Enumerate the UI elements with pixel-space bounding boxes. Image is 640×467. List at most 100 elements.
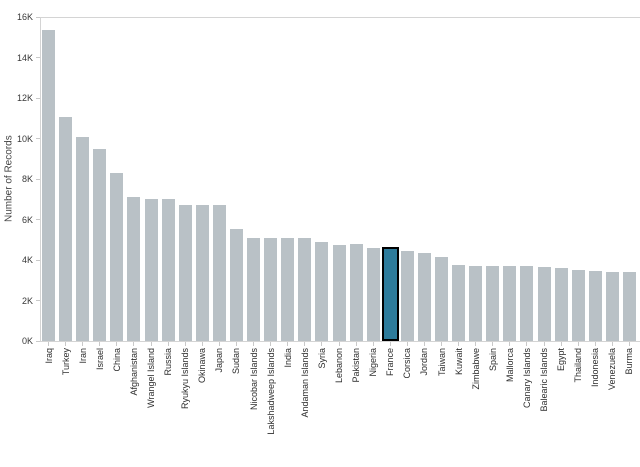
bar-okinawa[interactable] <box>195 205 209 341</box>
bar-canary-islands[interactable] <box>520 266 534 341</box>
bar-turkey[interactable] <box>59 117 73 341</box>
x-tick-mark-lakshadweep-islands <box>270 342 272 346</box>
x-tick-mark-balearic-islands <box>543 342 545 346</box>
x-tick-mark-burma <box>628 342 630 346</box>
x-tick-mark-spain <box>492 342 494 346</box>
x-axis-label-lebanon: Lebanon <box>334 348 344 384</box>
x-axis-label-nicobar-islands: Nicobar Islands <box>248 348 259 411</box>
bar-lebanon[interactable] <box>332 244 346 341</box>
bar-china[interactable] <box>110 172 124 341</box>
x-tick-mark-nicobar-islands <box>253 342 255 346</box>
bar-japan[interactable] <box>212 205 226 341</box>
x-axis-label-taiwan: Taiwan <box>436 348 447 377</box>
x-tick-mark-taiwan <box>441 342 442 346</box>
x-tick-mark-russia <box>167 342 169 346</box>
bar-india[interactable] <box>281 237 295 341</box>
x-axis-label-france: France <box>385 348 396 377</box>
bar-burma[interactable] <box>622 272 636 341</box>
bar-sudan[interactable] <box>229 228 243 341</box>
y-tick-label-2K: 2K <box>21 295 33 306</box>
x-tick-mark-corsica <box>406 342 408 346</box>
bar-iraq[interactable] <box>42 30 56 341</box>
x-axis-label-syria: Syria <box>316 348 327 369</box>
x-axis-label-andaman-islands: Andaman Islands <box>299 348 310 418</box>
y-tick-mark-14K <box>36 57 40 58</box>
bar-ryukyu-islands[interactable] <box>178 205 192 341</box>
x-tick-mark-kuwait <box>458 342 460 346</box>
y-tick-label-4K: 4K <box>21 255 33 265</box>
bar-thailand[interactable] <box>571 270 585 341</box>
x-axis-label-wrangel-island: Wrangel Island <box>146 348 157 408</box>
x-axis-label-kuwait: Kuwait <box>453 348 464 376</box>
x-axis-label-indonesia: Indonesia <box>590 348 601 388</box>
x-tick-mark-zimbabwe <box>475 342 477 346</box>
x-tick-mark-thailand <box>577 342 579 346</box>
bar-mallorca[interactable] <box>503 266 517 341</box>
x-axis-label-okinawa: Okinawa <box>197 348 208 384</box>
y-tick-mark-6K <box>36 219 40 220</box>
x-axis-label-venezuela: Venezuela <box>607 348 618 391</box>
plot-top-border <box>40 17 640 18</box>
x-axis-label-israel: Israel <box>94 348 105 371</box>
x-tick-mark-japan <box>218 342 220 346</box>
x-tick-mark-egypt <box>560 342 562 346</box>
x-tick-mark-india <box>287 342 289 346</box>
x-tick-mark-andaman-islands <box>304 342 306 346</box>
bar-kuwait[interactable] <box>452 265 466 341</box>
x-tick-mark-iran <box>82 342 84 346</box>
x-axis-label-balearic-islands: Balearic Islands <box>539 348 550 412</box>
bar-syria[interactable] <box>315 241 329 341</box>
bar-zimbabwe[interactable] <box>469 266 483 341</box>
bar-egypt[interactable] <box>554 268 568 341</box>
x-tick-mark-syria <box>321 342 323 346</box>
x-tick-mark-afghanistan <box>133 342 135 346</box>
x-tick-mark-indonesia <box>594 342 596 346</box>
bar-venezuela[interactable] <box>605 272 619 341</box>
x-axis-label-egypt: Egypt <box>556 348 567 372</box>
x-tick-mark-turkey <box>65 342 67 346</box>
bar-iran[interactable] <box>76 137 90 341</box>
x-axis-label-canary-islands: Canary Islands <box>521 348 532 409</box>
bar-afghanistan[interactable] <box>127 197 141 341</box>
x-tick-mark-okinawa <box>201 342 203 346</box>
bar-taiwan[interactable] <box>435 256 448 341</box>
x-axis-label-turkey: Turkey <box>60 348 71 376</box>
x-axis-label-lakshadweep-islands: Lakshadweep Islands <box>265 348 276 435</box>
bar-andaman-islands[interactable] <box>298 237 312 341</box>
y-tick-mark-12K <box>36 97 40 99</box>
x-axis-label-corsica: Corsica <box>402 348 413 379</box>
bar-nigeria[interactable] <box>366 247 380 341</box>
bar-pakistan[interactable] <box>349 243 363 341</box>
x-axis-label-mallorca: Mallorca <box>504 348 515 383</box>
x-axis-line <box>40 341 640 342</box>
bar-israel[interactable] <box>93 148 107 341</box>
y-tick-label-12K: 12K <box>16 93 33 103</box>
x-axis-label-zimbabwe: Zimbabwe <box>470 348 481 390</box>
x-tick-mark-lebanon <box>338 342 340 346</box>
bar-wrangel-island[interactable] <box>144 199 158 341</box>
bar-russia[interactable] <box>161 199 175 341</box>
x-tick-mark-venezuela <box>611 342 613 346</box>
bar-spain[interactable] <box>486 266 500 341</box>
bar-france-selected[interactable] <box>381 246 399 341</box>
y-tick-label-10K: 10K <box>16 133 33 144</box>
x-tick-mark-mallorca <box>509 342 511 346</box>
bar-corsica[interactable] <box>400 250 414 341</box>
y-tick-mark-16K <box>36 16 40 18</box>
x-axis-label-spain: Spain <box>487 348 498 372</box>
bar-jordan[interactable] <box>417 252 431 341</box>
x-tick-mark-ryukyu-islands <box>184 342 186 346</box>
x-axis-label-jordan: Jordan <box>419 348 430 376</box>
x-tick-mark-nigeria <box>372 342 374 346</box>
x-tick-mark-wrangel-island <box>150 342 152 346</box>
bar-balearic-islands[interactable] <box>537 267 551 341</box>
bar-lakshadweep-islands[interactable] <box>264 237 278 341</box>
y-tick-label-6K: 6K <box>21 214 33 225</box>
bar-nicobar-islands[interactable] <box>247 237 261 341</box>
bar-indonesia[interactable] <box>588 271 602 341</box>
y-tick-label-0K: 0K <box>21 336 33 346</box>
y-tick-mark-2K <box>36 300 40 301</box>
x-tick-mark-iraq <box>48 342 50 346</box>
x-axis-label-sudan: Sudan <box>231 348 242 375</box>
x-axis-label-burma: Burma <box>624 348 635 375</box>
